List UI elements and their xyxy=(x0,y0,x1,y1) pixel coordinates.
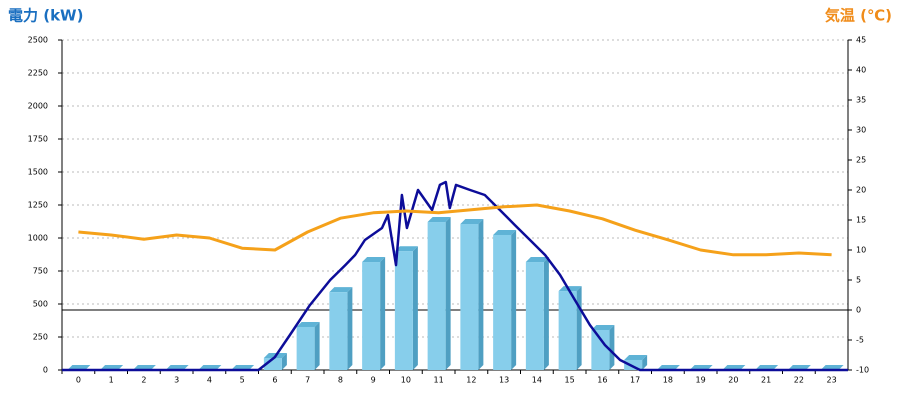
x-tick-label: 8 xyxy=(338,376,343,385)
bar-top xyxy=(427,217,451,223)
x-tick-label: 11 xyxy=(434,376,444,385)
bar-side xyxy=(445,217,451,370)
bar-top xyxy=(624,354,648,360)
y-tick-label: 1000 xyxy=(28,234,48,243)
y2-tick-label: 15 xyxy=(856,216,866,225)
x-tick-label: 23 xyxy=(827,376,837,385)
x-tick-label: 2 xyxy=(141,376,146,385)
power-line xyxy=(62,180,848,372)
x-tick-label: 7 xyxy=(305,376,310,385)
x-tick-label: 5 xyxy=(240,376,245,385)
y-tick-label: 500 xyxy=(33,300,48,309)
y2-tick-label: 0 xyxy=(856,306,861,315)
y-tick-label: 2250 xyxy=(28,69,48,78)
bar-side xyxy=(380,257,386,370)
bar-side xyxy=(642,354,648,370)
y-tick-label: 2500 xyxy=(28,36,48,45)
bar xyxy=(525,262,544,370)
x-tick-label: 16 xyxy=(597,376,607,385)
x-tick-label: 0 xyxy=(76,376,81,385)
bar-top xyxy=(362,257,386,263)
y2-tick-label: 10 xyxy=(856,246,866,255)
left-axis-title: 電力 (kW) xyxy=(8,7,83,25)
y2-tick-label: 45 xyxy=(856,36,866,45)
x-tick-label: 15 xyxy=(565,376,575,385)
x-tick-label: 4 xyxy=(207,376,212,385)
y-tick-label: 1500 xyxy=(28,168,48,177)
y-tick-label: 0 xyxy=(43,366,48,375)
bar xyxy=(460,224,479,370)
bar xyxy=(493,234,512,370)
y2-tick-label: -10 xyxy=(856,366,869,375)
y-tick-label: 2000 xyxy=(28,102,48,111)
bar-side xyxy=(478,219,484,370)
bar-top xyxy=(329,287,353,293)
x-tick-label: 20 xyxy=(728,376,738,385)
bar-top xyxy=(591,325,615,331)
bar-top xyxy=(525,257,549,263)
bar xyxy=(329,292,348,370)
bar xyxy=(624,359,643,370)
x-tick-label: 9 xyxy=(371,376,376,385)
y-tick-label: 750 xyxy=(33,267,48,276)
y2-tick-label: 30 xyxy=(856,126,866,135)
x-tick-label: 18 xyxy=(663,376,673,385)
bar-side xyxy=(543,257,549,370)
x-tick-label: 1 xyxy=(109,376,114,385)
bar xyxy=(591,330,610,370)
y2-tick-label: -5 xyxy=(856,336,864,345)
y-tick-label: 250 xyxy=(33,333,48,342)
bar-top xyxy=(460,219,484,225)
x-tick-label: 22 xyxy=(794,376,804,385)
bar-side xyxy=(576,286,582,370)
bar-top xyxy=(394,246,418,252)
bar-side xyxy=(314,321,320,370)
y2-tick-label: 20 xyxy=(856,186,866,195)
bar-side xyxy=(281,352,287,370)
x-tick-label: 14 xyxy=(532,376,542,385)
x-tick-label: 10 xyxy=(401,376,411,385)
bar-top xyxy=(558,286,582,292)
bar xyxy=(362,262,381,370)
y2-tick-label: 35 xyxy=(856,96,866,105)
y-tick-label: 1750 xyxy=(28,135,48,144)
bar xyxy=(296,326,315,370)
x-tick-label: 3 xyxy=(174,376,179,385)
bar-side xyxy=(412,246,418,370)
x-tick-label: 21 xyxy=(761,376,771,385)
y2-tick-label: 5 xyxy=(856,276,861,285)
x-tick-label: 17 xyxy=(630,376,640,385)
right-axis-title: 気温 (℃) xyxy=(825,7,892,25)
y2-tick-label: 25 xyxy=(856,156,866,165)
x-tick-label: 19 xyxy=(696,376,706,385)
x-tick-label: 13 xyxy=(499,376,509,385)
bar-top xyxy=(493,229,517,235)
bar xyxy=(427,222,446,370)
bar-top xyxy=(296,321,320,327)
x-tick-label: 6 xyxy=(272,376,277,385)
bar-side xyxy=(511,229,517,370)
y2-tick-label: 40 xyxy=(856,66,866,75)
bar xyxy=(394,251,413,370)
y-tick-label: 1250 xyxy=(28,201,48,210)
x-tick-label: 12 xyxy=(466,376,476,385)
bar-side xyxy=(609,325,615,370)
bar xyxy=(558,291,577,370)
bar-side xyxy=(347,287,353,370)
temperature-line xyxy=(78,203,832,257)
